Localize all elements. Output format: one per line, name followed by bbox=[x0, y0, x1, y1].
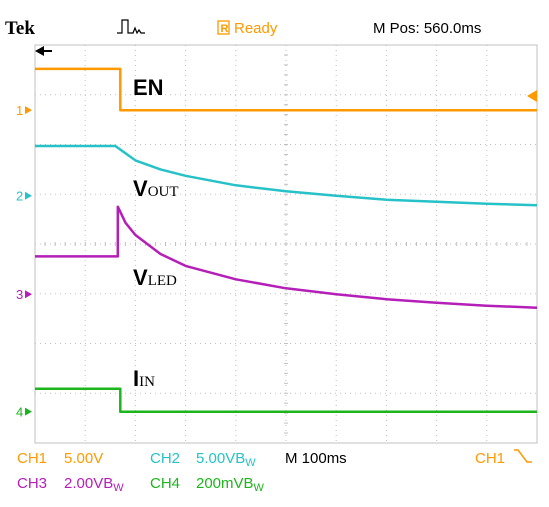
ch1-scale: 5.00V bbox=[64, 450, 103, 467]
run-status: R Ready bbox=[217, 20, 278, 37]
channel-marker-arrow-icon bbox=[25, 290, 32, 299]
trigger-position-icon bbox=[35, 46, 52, 56]
annotation-vout: VOUT bbox=[133, 176, 179, 201]
ch2-scale-suffix: W bbox=[245, 457, 256, 469]
annotation-vled-main: V bbox=[133, 265, 148, 290]
ch2-scale-main: 5.00VB bbox=[196, 450, 245, 467]
annotation-iin-sub: IN bbox=[139, 374, 155, 390]
channel-marker-4: 4 bbox=[16, 405, 23, 420]
ch3-scale-suffix: W bbox=[113, 482, 124, 494]
annotation-vout-main: V bbox=[133, 176, 148, 201]
ch1-label: CH1 bbox=[17, 450, 47, 467]
ch4-scale: 200mVBW bbox=[196, 475, 265, 494]
run-status-icon-letter: R bbox=[221, 23, 229, 35]
trigger-pulse-icon bbox=[117, 19, 145, 35]
mpos-readout: M Pos: 560.0ms bbox=[373, 20, 481, 37]
run-status-text: Ready bbox=[234, 20, 278, 37]
trace-en bbox=[35, 67, 537, 112]
brand-logo: Tek bbox=[5, 18, 35, 39]
trace-vled bbox=[35, 205, 538, 309]
trace-vout bbox=[35, 144, 538, 207]
trace-iin bbox=[35, 387, 537, 413]
annotation-vled-sub: LED bbox=[148, 273, 177, 289]
trigger-level-icon bbox=[527, 90, 537, 102]
channel-marker-1: 1 bbox=[16, 103, 23, 118]
channel-markers: 1 2 3 4 bbox=[16, 103, 32, 420]
channel-marker-arrow-icon bbox=[25, 106, 32, 115]
falling-edge-icon bbox=[514, 449, 532, 463]
run-status-icon bbox=[217, 20, 230, 35]
annotation-iin: IIN bbox=[133, 366, 155, 391]
ch4-scale-suffix: W bbox=[254, 482, 265, 494]
annotation-en: EN bbox=[133, 75, 164, 100]
channel-marker-2: 2 bbox=[16, 189, 23, 204]
channel-marker-arrow-icon bbox=[25, 191, 32, 200]
ch2-scale: 5.00VBW bbox=[196, 450, 256, 469]
channel-marker-arrow-icon bbox=[25, 407, 32, 416]
timebase-readout: M 100ms bbox=[285, 450, 347, 467]
ch2-label: CH2 bbox=[150, 450, 180, 467]
ch3-scale-main: 2.00VB bbox=[64, 475, 113, 492]
trigger-source: CH1 bbox=[475, 450, 505, 467]
ch4-scale-main: 200mVB bbox=[196, 475, 254, 492]
ch3-scale: 2.00VBW bbox=[64, 475, 124, 494]
ch4-label: CH4 bbox=[150, 475, 180, 492]
ch3-label: CH3 bbox=[17, 475, 47, 492]
graticule-grid bbox=[34, 44, 538, 444]
annotation-vled: VLED bbox=[133, 265, 177, 290]
annotation-vout-sub: OUT bbox=[148, 184, 179, 200]
waveform-traces bbox=[35, 67, 538, 413]
footer-bar: CH1 5.00V CH2 5.00VBW M 100ms CH1 CH3 2.… bbox=[17, 449, 532, 494]
channel-marker-3: 3 bbox=[16, 287, 23, 302]
header-bar: Tek R Ready M Pos: 560.0ms bbox=[5, 18, 481, 39]
signal-annotations: EN VOUT VLED IIN bbox=[133, 75, 179, 391]
annotation-iin-main: I bbox=[133, 366, 139, 391]
